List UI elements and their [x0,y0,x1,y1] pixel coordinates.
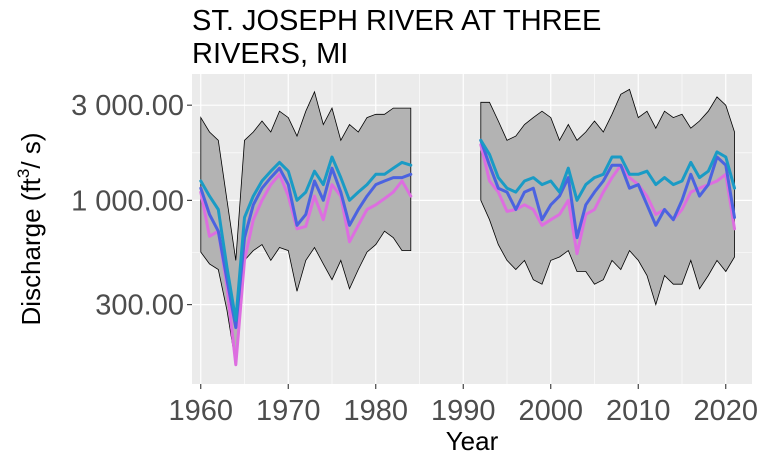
ribbons [200,88,735,365]
series-lines [199,138,736,367]
y-axis-title: Discharge (ft3/ s) [14,133,46,326]
ribbon-segment-1 [200,90,412,365]
series-line-3-segment-2 [479,143,736,256]
series-line-1-segment-1 [199,155,413,322]
ribbon-segment-2 [480,88,735,306]
y-axis-title-tail: / s) [16,133,46,169]
series-line-2-segment-1 [199,166,413,330]
x-tick-label: 2020 [693,395,757,427]
y-axis-ticks: 300.00 1 000.00 3 000.00 [71,90,192,322]
series-line-3-segment-1 [199,172,413,367]
y-axis-title-superscript: 3 [14,169,33,178]
x-tick-label: 1970 [256,395,321,427]
y-axis-title-main: Discharge (ft [16,177,46,325]
series-line-1-segment-2 [479,138,736,202]
x-tick-label: 2010 [606,395,671,427]
x-axis-ticks: 1960 1970 1980 1990 2000 2010 2020 [168,384,757,427]
series-line-2-segment-2 [479,138,736,240]
chart-title: ST. JOSEPH RIVER AT THREE RIVERS, MI [192,5,602,70]
x-tick-label: 2000 [518,395,583,427]
x-tick-label: 1980 [343,395,408,427]
y-tick-label: 3 000.00 [71,90,184,122]
y-tick-label: 1 000.00 [71,185,184,217]
x-tick-label: 1960 [168,395,233,427]
x-tick-label: 1990 [431,395,496,427]
y-tick-label: 300.00 [95,290,184,322]
x-axis-title: Year [446,426,499,456]
